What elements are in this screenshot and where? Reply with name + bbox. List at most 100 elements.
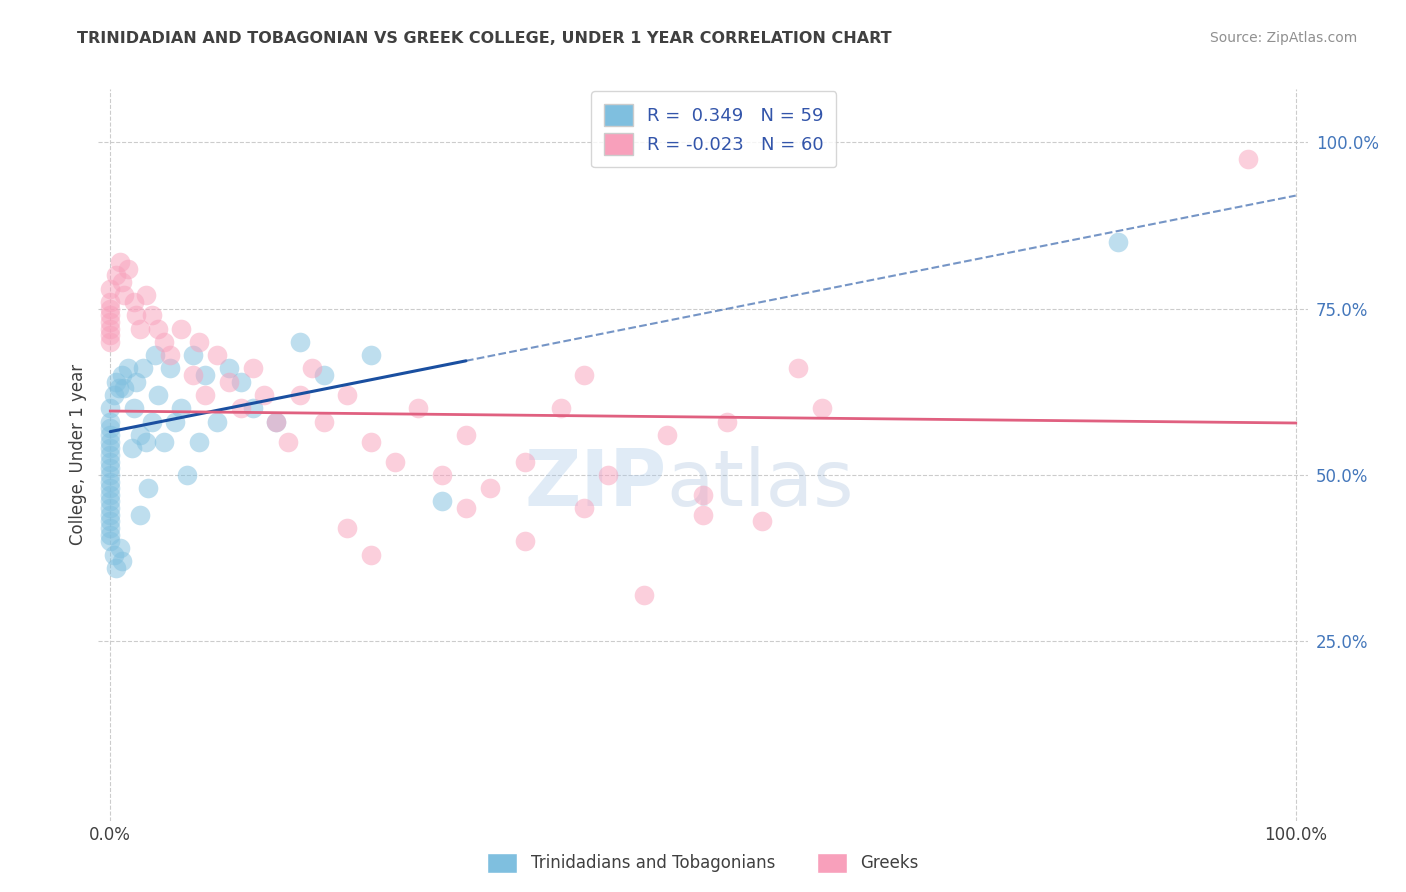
Point — [218, 375, 240, 389]
Point — [408, 401, 430, 416]
Point — [165, 415, 187, 429]
Point — [1107, 235, 1129, 249]
Point — [141, 308, 163, 322]
Point — [98, 501, 121, 516]
Point — [98, 434, 121, 449]
Point — [114, 381, 136, 395]
Point — [129, 508, 152, 522]
Point — [98, 448, 121, 462]
Point — [360, 348, 382, 362]
Point — [786, 361, 808, 376]
Text: ZIP: ZIP — [524, 446, 666, 522]
Point — [136, 481, 159, 495]
Point — [98, 488, 121, 502]
Point — [312, 368, 335, 383]
Point — [98, 315, 121, 329]
Point — [129, 321, 152, 335]
Point — [105, 561, 128, 575]
Point — [336, 388, 359, 402]
Point — [152, 434, 174, 449]
Point — [135, 434, 157, 449]
Point — [98, 442, 121, 456]
Point — [98, 467, 121, 482]
Point — [98, 521, 121, 535]
Point — [716, 415, 738, 429]
Point — [114, 288, 136, 302]
Y-axis label: College, Under 1 year: College, Under 1 year — [69, 364, 87, 546]
Point — [103, 388, 125, 402]
Point — [129, 428, 152, 442]
Point — [103, 548, 125, 562]
Point — [205, 415, 228, 429]
Point — [454, 501, 477, 516]
Point — [98, 301, 121, 316]
Point — [98, 454, 121, 468]
Point — [111, 275, 134, 289]
Point — [312, 415, 335, 429]
Point — [105, 375, 128, 389]
Point — [117, 261, 139, 276]
Point — [146, 321, 169, 335]
Point — [98, 282, 121, 296]
Point — [105, 268, 128, 283]
Point — [574, 368, 596, 383]
Point — [170, 321, 193, 335]
Point — [194, 368, 217, 383]
Point — [478, 481, 501, 495]
Point — [141, 415, 163, 429]
Point — [288, 334, 311, 349]
Point — [125, 308, 148, 322]
Point — [98, 508, 121, 522]
Point — [218, 361, 240, 376]
Point — [253, 388, 276, 402]
Point — [111, 368, 134, 383]
Point — [692, 508, 714, 522]
Point — [107, 381, 129, 395]
Point — [188, 434, 211, 449]
Point — [98, 461, 121, 475]
Point — [98, 515, 121, 529]
Point — [122, 401, 145, 416]
Point — [98, 401, 121, 416]
Point — [98, 494, 121, 508]
Point — [170, 401, 193, 416]
Point — [360, 548, 382, 562]
Point — [98, 481, 121, 495]
Point — [205, 348, 228, 362]
Point — [633, 588, 655, 602]
Point — [384, 454, 406, 468]
Point — [515, 534, 537, 549]
Point — [98, 421, 121, 435]
Point — [98, 415, 121, 429]
Text: Source: ZipAtlas.com: Source: ZipAtlas.com — [1209, 31, 1357, 45]
Point — [108, 541, 131, 555]
Point — [98, 527, 121, 541]
Point — [152, 334, 174, 349]
Point — [264, 415, 287, 429]
Point — [181, 368, 204, 383]
Point — [360, 434, 382, 449]
Point — [301, 361, 323, 376]
Point — [277, 434, 299, 449]
Point — [143, 348, 166, 362]
Legend: Trinidadians and Tobagonians, Greeks: Trinidadians and Tobagonians, Greeks — [481, 847, 925, 880]
Point — [515, 454, 537, 468]
Point — [242, 401, 264, 416]
Point — [135, 288, 157, 302]
Legend: R =  0.349   N = 59, R = -0.023   N = 60: R = 0.349 N = 59, R = -0.023 N = 60 — [591, 91, 837, 168]
Point — [264, 415, 287, 429]
Point — [1237, 152, 1260, 166]
Point — [188, 334, 211, 349]
Point — [122, 295, 145, 310]
Point — [125, 375, 148, 389]
Point — [194, 388, 217, 402]
Point — [132, 361, 155, 376]
Point — [288, 388, 311, 402]
Point — [550, 401, 572, 416]
Point — [98, 321, 121, 335]
Text: TRINIDADIAN AND TOBAGONIAN VS GREEK COLLEGE, UNDER 1 YEAR CORRELATION CHART: TRINIDADIAN AND TOBAGONIAN VS GREEK COLL… — [77, 31, 891, 46]
Point — [432, 494, 454, 508]
Point — [454, 428, 477, 442]
Point — [432, 467, 454, 482]
Point — [242, 361, 264, 376]
